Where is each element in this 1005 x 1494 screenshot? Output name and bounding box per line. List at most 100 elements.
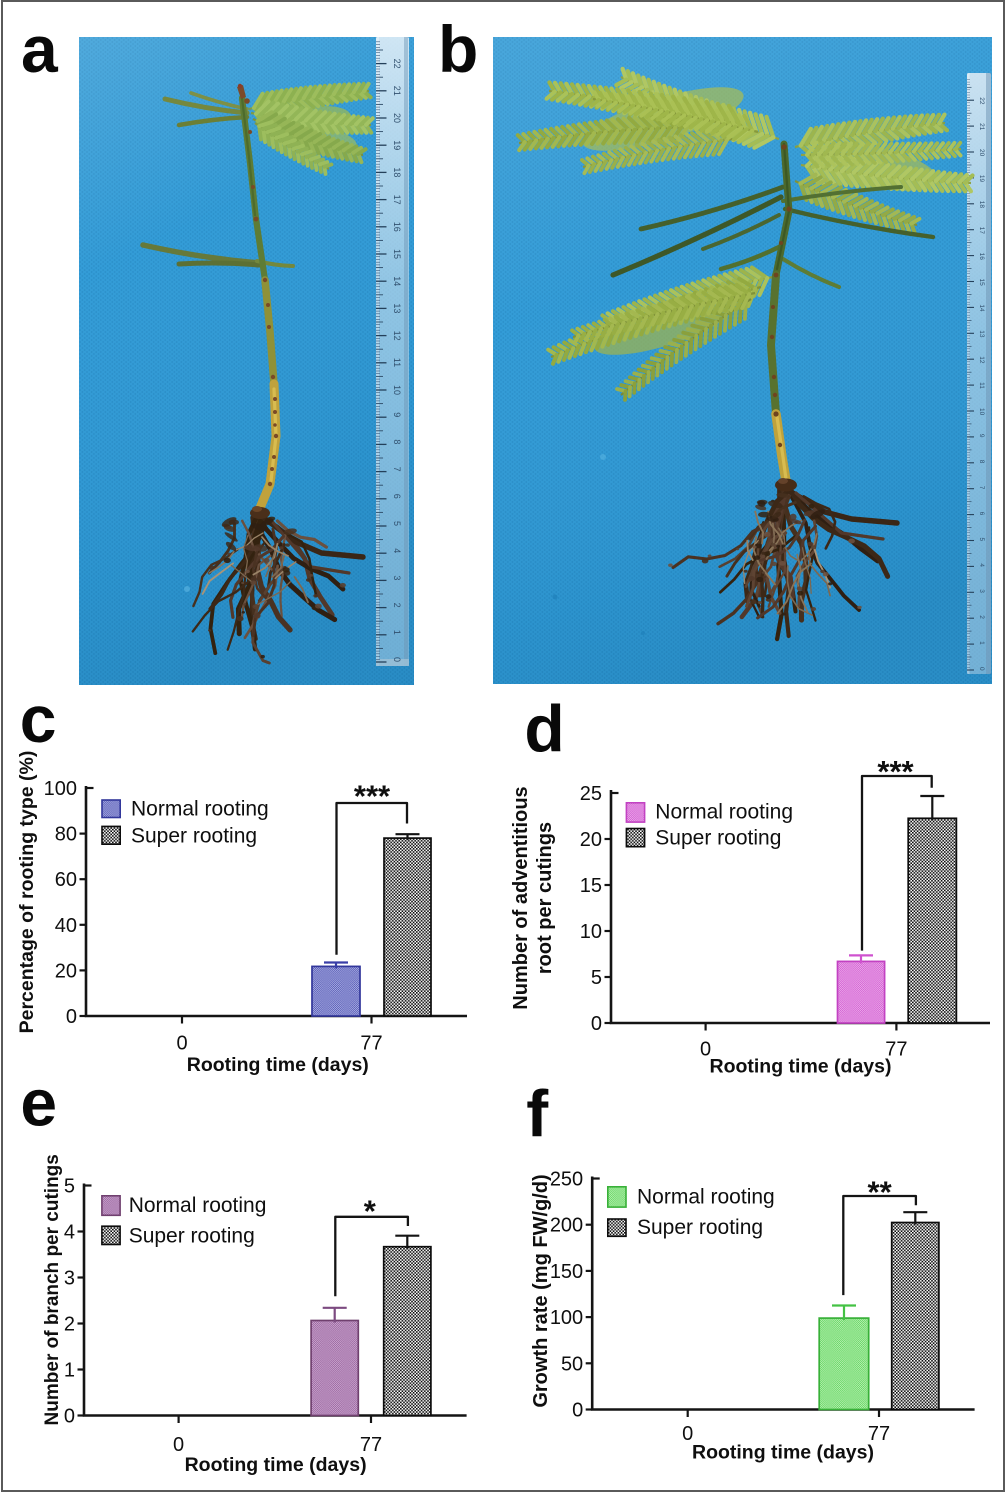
svg-text:d: d	[524, 692, 564, 766]
svg-text:Number of adventitious: Number of adventitious	[510, 786, 532, 1009]
svg-text:Growth rate (mg FW/g/d): Growth rate (mg FW/g/d)	[530, 1174, 552, 1407]
svg-text:3: 3	[978, 589, 985, 593]
svg-text:16: 16	[978, 253, 985, 261]
svg-text:5: 5	[591, 967, 602, 989]
svg-text:2: 2	[392, 603, 402, 608]
svg-text:c: c	[20, 690, 57, 756]
svg-text:**: **	[868, 1175, 893, 1210]
svg-text:17: 17	[978, 227, 985, 235]
svg-text:13: 13	[392, 303, 402, 313]
svg-text:19: 19	[392, 140, 402, 150]
svg-text:7: 7	[392, 467, 402, 472]
svg-text:8: 8	[978, 460, 985, 464]
svg-text:7: 7	[978, 486, 985, 490]
svg-text:0: 0	[64, 1406, 75, 1428]
svg-text:9: 9	[392, 412, 402, 417]
svg-text:200: 200	[550, 1215, 583, 1237]
svg-text:25: 25	[580, 783, 602, 805]
svg-text:14: 14	[978, 304, 985, 312]
svg-text:0: 0	[978, 667, 985, 671]
svg-text:*: *	[364, 1194, 377, 1229]
svg-text:1: 1	[64, 1360, 75, 1382]
svg-text:Rooting time (days): Rooting time (days)	[185, 1454, 367, 1476]
svg-text:15: 15	[580, 875, 602, 897]
svg-text:19: 19	[978, 175, 985, 183]
svg-text:0: 0	[173, 1434, 184, 1456]
svg-text:2: 2	[978, 615, 985, 619]
svg-text:Super rooting: Super rooting	[637, 1216, 763, 1239]
svg-text:16: 16	[392, 222, 402, 232]
svg-text:77: 77	[360, 1033, 382, 1055]
svg-text:20: 20	[392, 113, 402, 123]
svg-text:Rooting time (days): Rooting time (days)	[709, 1056, 891, 1078]
svg-text:150: 150	[550, 1261, 583, 1283]
svg-text:4: 4	[392, 548, 402, 553]
svg-text:5: 5	[392, 521, 402, 526]
svg-text:0: 0	[66, 1006, 77, 1028]
svg-text:4: 4	[64, 1222, 75, 1244]
svg-text:Percentage of rooting type (%): Percentage of rooting type (%)	[16, 751, 38, 1034]
svg-text:100: 100	[44, 778, 77, 800]
svg-text:Normal rooting: Normal rooting	[655, 801, 793, 824]
svg-text:12: 12	[978, 356, 985, 364]
svg-text:0: 0	[392, 657, 402, 662]
svg-text:Normal rooting: Normal rooting	[129, 1194, 267, 1217]
svg-text:Normal rooting: Normal rooting	[637, 1186, 775, 1209]
svg-text:0: 0	[700, 1039, 711, 1061]
svg-text:77: 77	[885, 1039, 907, 1061]
svg-text:e: e	[20, 1080, 57, 1139]
svg-text:20: 20	[55, 960, 77, 982]
svg-text:13: 13	[978, 330, 985, 338]
svg-text:18: 18	[392, 167, 402, 177]
svg-text:Super rooting: Super rooting	[129, 1225, 255, 1248]
svg-text:root per cutings: root per cutings	[534, 822, 556, 974]
svg-text:5: 5	[978, 538, 985, 542]
svg-text:20: 20	[978, 149, 985, 157]
svg-text:22: 22	[978, 97, 985, 105]
svg-text:40: 40	[55, 915, 77, 937]
svg-text:Rooting time (days): Rooting time (days)	[692, 1442, 874, 1464]
svg-text:18: 18	[978, 201, 985, 209]
svg-text:Super rooting: Super rooting	[131, 825, 257, 848]
svg-text:80: 80	[55, 824, 77, 846]
svg-text:0: 0	[572, 1400, 583, 1422]
svg-text:1: 1	[392, 630, 402, 635]
svg-text:***: ***	[354, 779, 391, 814]
svg-text:10: 10	[978, 408, 985, 416]
svg-text:15: 15	[392, 249, 402, 259]
svg-text:f: f	[526, 1080, 549, 1151]
svg-text:3: 3	[392, 575, 402, 580]
svg-text:15: 15	[978, 279, 985, 287]
svg-text:6: 6	[978, 512, 985, 516]
svg-text:1: 1	[978, 641, 985, 645]
svg-text:21: 21	[978, 123, 985, 131]
svg-text:50: 50	[561, 1353, 583, 1375]
svg-text:0: 0	[591, 1013, 602, 1035]
svg-text:Number of branch per cutings: Number of branch per cutings	[42, 1154, 63, 1425]
svg-text:3: 3	[64, 1268, 75, 1290]
svg-text:17: 17	[392, 195, 402, 205]
svg-text:0: 0	[682, 1423, 693, 1445]
svg-text:9: 9	[978, 434, 985, 438]
svg-text:0: 0	[176, 1033, 187, 1055]
svg-text:11: 11	[978, 382, 985, 389]
svg-text:10: 10	[580, 921, 602, 943]
svg-text:100: 100	[550, 1307, 583, 1329]
svg-text:8: 8	[392, 439, 402, 444]
svg-text:10: 10	[392, 385, 402, 395]
svg-text:Normal rooting: Normal rooting	[131, 798, 269, 821]
svg-text:6: 6	[392, 494, 402, 499]
svg-text:21: 21	[392, 86, 402, 96]
svg-text:11: 11	[392, 358, 402, 367]
svg-text:Super rooting: Super rooting	[655, 827, 781, 850]
svg-text:***: ***	[877, 754, 914, 789]
svg-text:14: 14	[392, 276, 402, 286]
svg-text:60: 60	[55, 869, 77, 891]
svg-text:Rooting time (days): Rooting time (days)	[187, 1054, 369, 1076]
svg-text:2: 2	[64, 1314, 75, 1336]
svg-text:20: 20	[580, 829, 602, 851]
svg-text:77: 77	[360, 1434, 382, 1456]
svg-text:250: 250	[550, 1169, 583, 1191]
svg-text:4: 4	[978, 563, 985, 567]
svg-text:5: 5	[64, 1176, 75, 1198]
